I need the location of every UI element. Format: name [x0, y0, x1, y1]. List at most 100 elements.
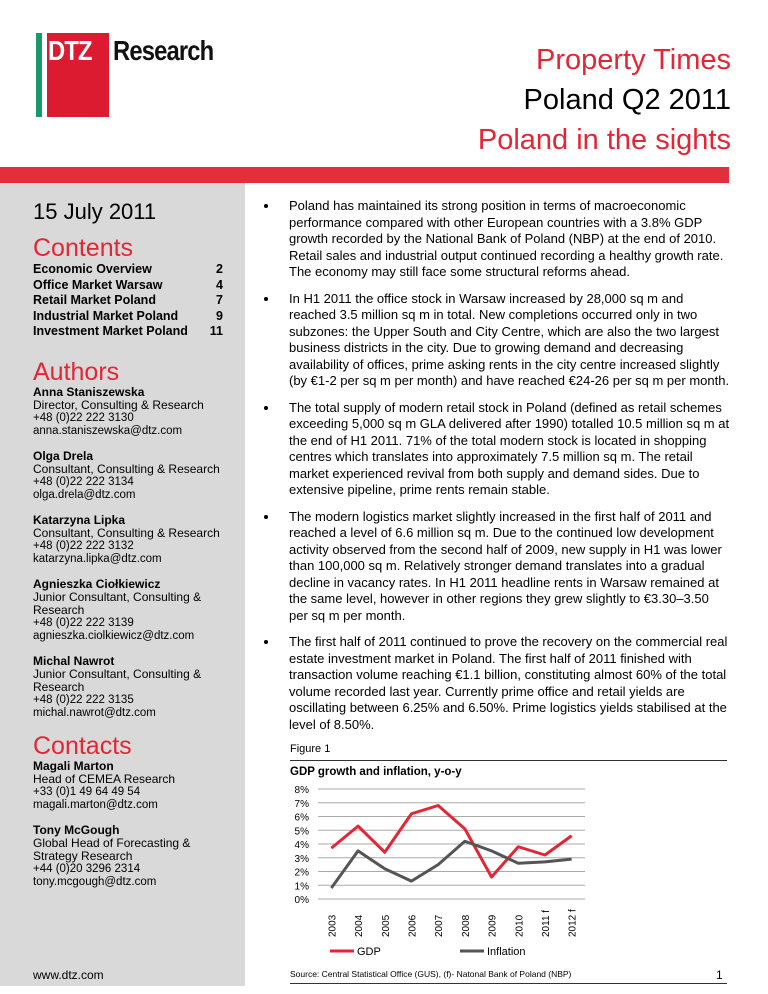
toc-item[interactable]: Office Market Warsaw 4	[33, 278, 223, 294]
toc-label: Investment Market Poland	[33, 324, 188, 338]
bullet-item: The first half of 2011 continued to prov…	[279, 634, 730, 733]
person-name: Agnieszka Ciołkiewicz	[33, 576, 161, 591]
y-tick-label: 5%	[295, 826, 310, 837]
toc-page: 9	[216, 308, 223, 323]
contacts-list: Magali Marton Head of CEMEA Research +33 (…	[33, 758, 243, 889]
toc-item[interactable]: Investment Market Poland 11	[33, 324, 223, 340]
person-card: Agnieszka Ciołkiewicz Junior Consultant, …	[33, 576, 238, 643]
contacts-heading: Contacts	[33, 731, 132, 760]
authors-section: Authors Anna Staniszewska Director, Consu…	[33, 358, 243, 720]
bullet-item: Poland has maintained its strong positio…	[279, 198, 730, 281]
person-phone: +48 (0)22 222 3139	[33, 616, 134, 629]
header-divider	[0, 167, 729, 183]
toc-item[interactable]: Industrial Market Poland 9	[33, 309, 223, 325]
person-email[interactable]: anna.staniszewska@dtz.com	[33, 424, 183, 437]
person-phone: +33 (0)1 49 64 49 54	[33, 785, 141, 798]
person-email[interactable]: magali.marton@dtz.com	[33, 798, 158, 811]
person-email[interactable]: agnieszka.ciolkiewicz@dtz.com	[33, 629, 195, 642]
toc-page: 11	[209, 324, 223, 338]
y-tick-label: 3%	[295, 854, 310, 865]
toc-page: 2	[216, 262, 223, 276]
title-line1: Property Times	[536, 44, 731, 76]
bullet-item: The modern logistics market slightly inc…	[279, 509, 730, 625]
toc-page: 4	[216, 277, 223, 292]
report-title: Property Times Poland Q2 2011 Poland in …	[478, 40, 731, 160]
chart-source: Source: Central Statistical Office (GUS)…	[290, 969, 572, 979]
toc-label: Economic Overview	[33, 262, 152, 276]
y-tick-label: 6%	[295, 813, 310, 824]
person-phone: +48 (0)22 222 3132	[33, 539, 134, 552]
logo-dtz-text: DTZ	[48, 35, 93, 66]
person-card: Olga Drela Consultant, Consulting & Resea…	[33, 448, 238, 502]
logo-green-stripe	[36, 33, 42, 117]
figure-top-rule	[290, 760, 727, 761]
person-email[interactable]: michal.nawrot@dtz.com	[33, 706, 156, 719]
person-phone: +48 (0)22 222 3135	[33, 693, 134, 706]
x-tick-label: 2012 f	[568, 909, 579, 937]
toc-label: Office Market Warsaw	[33, 277, 163, 292]
person-role: Head of CEMEA Research	[33, 771, 176, 786]
sidebar-content: 15 July 2011 Contents Economic Overview 2…	[33, 198, 243, 901]
person-name: Anna Staniszewska	[33, 384, 145, 399]
toc-item[interactable]: Economic Overview 2	[33, 262, 223, 278]
x-tick-label: 2008	[461, 914, 472, 937]
person-name: Katarzyna Lipka	[33, 512, 126, 527]
gdp-inflation-chart: 0% 1% 2% 3% 4% 5% 6% 7% 8% 2003 2004 2005 2006 2007 20…	[295, 785, 585, 958]
y-tick-label: 2%	[295, 868, 310, 879]
authors-list: Anna Staniszewska Director, Consulting & …	[33, 384, 243, 720]
figure-bottom-rule	[290, 983, 727, 984]
page-number: 1	[716, 968, 723, 982]
person-email[interactable]: katarzyna.lipka@dtz.com	[33, 552, 162, 565]
person-card: Tony McGough Global Head of Forecasting &…	[33, 823, 238, 889]
person-phone: +44 (0)20 3296 2314	[33, 862, 141, 875]
title-line2: Poland Q2 2011	[523, 84, 731, 116]
x-tick-label: 2003	[327, 914, 338, 937]
contents-section: Contents Economic Overview 2 Office Market…	[33, 234, 243, 340]
summary-bullets: Poland has maintained its strong positio…	[263, 198, 730, 733]
person-card: Magali Marton Head of CEMEA Research +33 (…	[33, 758, 238, 812]
person-role: Junior Consultant, Consulting & Research	[33, 589, 202, 617]
legend-label: GDP	[357, 946, 381, 958]
bullet-item: In H1 2011 the office stock in Warsaw in…	[279, 291, 730, 390]
x-tick-label: 2007	[434, 914, 445, 937]
logo-red-block	[47, 33, 109, 117]
y-tick-label: 4%	[295, 840, 310, 851]
person-role: Junior Consultant, Consulting & Research	[33, 666, 202, 694]
person-role: Director, Consulting & Research	[33, 397, 204, 412]
person-role: Global Head of Forecasting & Strategy Re…	[33, 835, 191, 863]
person-name: Magali Marton	[33, 758, 114, 773]
report-date: 15 July 2011	[33, 199, 157, 224]
authors-heading: Authors	[33, 357, 120, 386]
person-name: Olga Drela	[33, 448, 94, 463]
toc-label: Retail Market Poland	[33, 293, 156, 307]
table-of-contents: Economic Overview 2 Office Market Warsaw 4 R…	[33, 262, 223, 340]
x-tick-label: 2004	[354, 914, 365, 937]
dtz-research-logo: DTZ Research	[36, 33, 256, 118]
series-line-inflation	[330, 839, 572, 889]
legend-label: Inflation	[487, 946, 526, 958]
y-tick-label: 7%	[295, 799, 310, 810]
toc-item[interactable]: Retail Market Poland 7	[33, 293, 223, 309]
x-tick-label: 2010	[514, 914, 525, 937]
person-card: Michal Nawrot Junior Consultant, Consulti…	[33, 654, 238, 720]
person-phone: +48 (0)22 222 3130	[33, 411, 134, 424]
title-line3: Poland in the sights	[477, 124, 731, 156]
contacts-section: Contacts Magali Marton Head of CEMEA Rese…	[33, 732, 243, 889]
person-phone: +48 (0)22 222 3134	[33, 475, 134, 488]
x-tick-label: 2011 f	[541, 910, 552, 937]
person-card: Katarzyna Lipka Consultant, Consulting & …	[33, 512, 238, 566]
person-email[interactable]: tony.mcgough@dtz.com	[33, 875, 157, 888]
person-role: Consultant, Consulting & Research	[33, 525, 220, 540]
person-role: Consultant, Consulting & Research	[33, 461, 220, 476]
toc-label: Industrial Market Poland	[33, 308, 179, 323]
bullet-item: The total supply of modern retail stock …	[279, 400, 730, 499]
main-column: Poland has maintained its strong positio…	[263, 198, 730, 988]
chart-title: GDP growth and inflation, y-o-y	[290, 766, 462, 778]
figure-label: Figure 1	[290, 743, 331, 755]
person-email[interactable]: olga.drela@dtz.com	[33, 488, 136, 501]
series-line-gdp	[330, 804, 573, 879]
x-tick-label: 2009	[488, 914, 499, 937]
logo-research-text: Research	[113, 35, 214, 66]
website-link[interactable]: www.dtz.com	[33, 968, 104, 982]
x-tick-label: 2005	[381, 914, 392, 937]
